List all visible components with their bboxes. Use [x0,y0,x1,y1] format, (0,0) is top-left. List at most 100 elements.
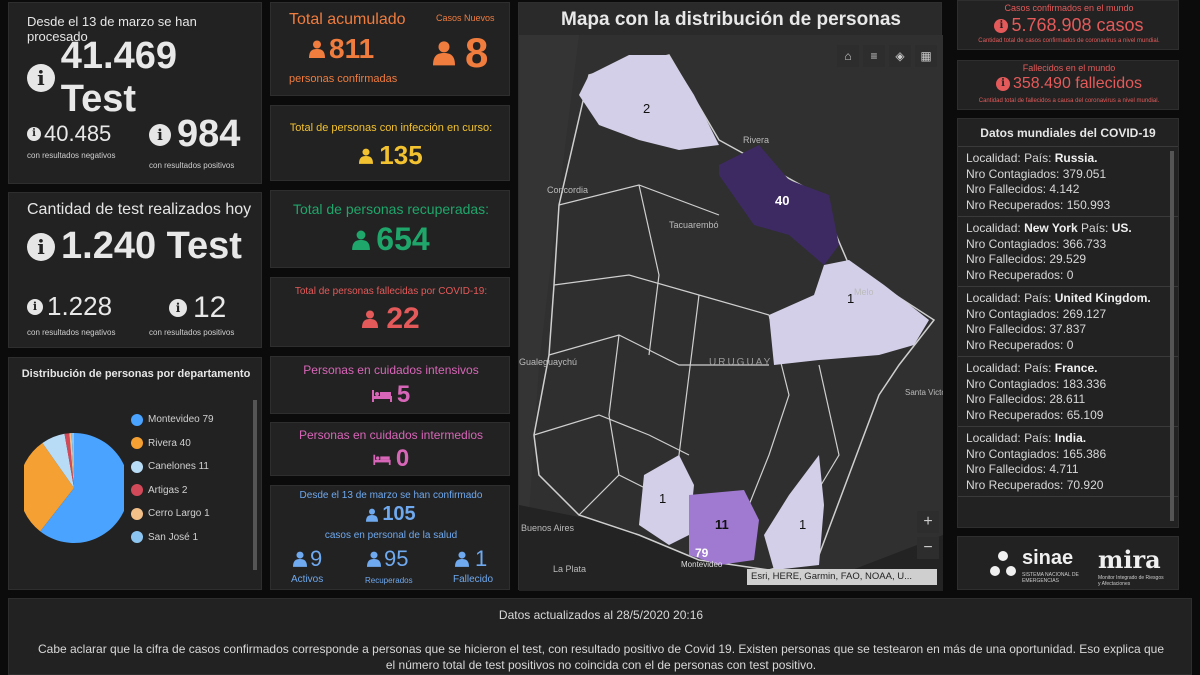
person-icon [352,230,371,250]
region-artigas [579,55,719,150]
person-icon [309,40,325,58]
map-title: Mapa con la distribución de personas [561,9,901,30]
region-cerro-largo [769,260,929,365]
footer-note: Cabe aclarar que la cifra de casos confi… [37,642,1164,672]
person-icon [293,551,307,567]
world-cases-note: Cantidad total de casos confirmados de c… [978,38,1160,44]
distribution-pie-chart[interactable] [24,433,124,543]
icu-panel: Personas en cuidados intensivos 5 [270,356,510,414]
zoom-in-button[interactable]: + [917,511,939,533]
list-item[interactable]: Localidad: País: United Kingdom. Nro Con… [958,287,1178,357]
place-gualeguaychu: Gualeguaychú [519,357,577,367]
deceased-panel: Total de personas fallecidas por COVID-1… [270,277,510,347]
list-item[interactable]: Localidad: País: France. Nro Contagiados… [958,357,1178,427]
map-count-cerro-largo: 1 [847,291,854,306]
map-count-rivera: 40 [775,193,789,208]
world-list-scrollbar[interactable] [1170,151,1174,521]
health-staff-line2: casos en personal de la salud [324,530,458,541]
zoom-out-button[interactable]: − [917,537,939,559]
map-attribution[interactable]: Esri, HERE, Garmin, FAO, NOAA, U... [747,569,937,585]
place-la-plata: La Plata [553,564,586,574]
info-icon: i [996,77,1010,91]
list-item[interactable]: Localidad: País: India. Nro Contagiados:… [958,427,1178,497]
intermediate-value: 0 [395,445,410,472]
region-rivera [719,145,839,265]
region-colonia [639,455,694,545]
pie-slice-canelones [42,433,74,488]
list-item[interactable]: Localidad: New York País: US. Nro Contag… [958,217,1178,287]
legend-item[interactable]: Canelones 11 [131,455,243,479]
active-value: 135 [379,140,423,170]
qr-code-icon[interactable]: ▦ [915,45,937,67]
tests-positive-value: 984 [177,113,241,155]
legend-item[interactable]: Artigas 2 [131,479,243,503]
world-cases-panel: Casos confirmados en el mundo i 5.768.90… [957,0,1179,50]
icu-title: Personas en cuidados intensivos [303,363,479,377]
place-melo: Melo [854,287,874,297]
world-list: Localidad: País: Russia. Nro Contagiados… [958,147,1178,497]
list-item[interactable]: Localidad: País: Russia. Nro Contagiados… [958,147,1178,217]
tests-today-positive-value: 12 [193,291,227,324]
mira-logo-text: mira [1098,545,1161,574]
place-concordia: Concordia [547,185,588,195]
info-icon: i [27,298,43,315]
bed-icon [373,454,391,465]
health-staff-line1: Desde el 13 de marzo se han confirmado [299,490,483,501]
sinae-logo-subtitle: SISTEMA NACIONAL DE EMERGENCIAS [1022,572,1079,584]
info-icon: i [994,18,1009,33]
info-icon: i [27,232,55,261]
map-count-colonia: 1 [659,491,666,506]
person-icon [366,508,379,522]
uruguay-map[interactable]: 2 40 1 1 11 1 79 URUGUAY Rivera Concordi… [519,35,943,591]
tests-today-total: 1.240 Test [61,225,242,267]
health-staff-active-value: 9 [310,546,323,571]
tests-today-label: Cantidad de test realizados hoy [27,201,252,218]
tests-today-negative-label: con resultados negativos [27,328,116,337]
world-deaths-value: 358.490 fallecidos [1013,75,1142,92]
deceased-title: Total de personas fallecidas por COVID-1… [294,286,488,297]
pie-slice-cerro-largo [69,433,74,488]
tests-positive-label: con resultados positivos [149,161,235,170]
recovered-title: Total de personas recuperadas: [292,201,490,217]
place-buenos-aires: Buenos Aires [521,523,575,533]
new-cases-value: 8 [465,29,489,76]
legend-item[interactable]: Montevideo 79 [131,408,243,432]
map-country-label: URUGUAY [709,357,772,368]
legend-item[interactable]: San José 1 [131,526,243,550]
health-staff-recovered-value: 95 [384,546,409,571]
intermediate-panel: Personas en cuidados intermedios 0 [270,422,510,476]
footer-panel: Datos actualizados al 28/5/2020 20:16 Ca… [8,598,1192,675]
world-data-panel: Datos mundiales del COVID-19 Localidad: … [957,118,1179,528]
home-icon[interactable]: ⌂ [837,45,859,67]
pie-slice-montevideo [40,433,124,543]
new-cases-label: Casos Nuevos [436,13,495,23]
health-staff-value: 105 [382,503,416,525]
sinae-logo-icon [990,551,1016,576]
accumulated-panel: Total acumulado 811 personas confirmadas… [270,2,510,96]
info-icon: i [27,64,55,92]
icu-value: 5 [396,381,411,408]
legend-scrollbar[interactable] [253,400,257,570]
place-santa-victoria: Santa Victoria do Palmar [905,388,943,397]
person-icon [362,310,379,328]
recovered-value: 654 [376,221,430,257]
logos-panel: sinae SISTEMA NACIONAL DE EMERGENCIAS mi… [957,536,1179,590]
world-deaths-label: Fallecidos en el mundo [1022,63,1116,73]
accumulated-value: 811 [329,33,375,64]
place-montevideo: Montevideo [681,560,723,569]
legend-item[interactable]: Rivera 40 [131,432,243,456]
world-deaths-panel: Fallecidos en el mundo i 358.490 falleci… [957,60,1179,110]
map-panel: Mapa con la distribución de personas 2 4… [518,2,943,591]
place-rivera: Rivera [743,135,769,145]
tests-today-positive-label: con resultados positivos [149,328,235,337]
world-cases-label: Casos confirmados en el mundo [1004,3,1134,13]
info-icon: i [169,299,187,317]
mira-logo-subtitle: Monitor Integrado de Riesgos y Afectacio… [1098,575,1164,587]
layers-icon[interactable]: ◈ [889,45,911,67]
info-icon: i [27,127,41,141]
distribution-title: Distribución de personas por departament… [21,368,251,380]
legend-item[interactable]: Cerro Largo 1 [131,502,243,526]
recovered-panel: Total de personas recuperadas: 654 [270,190,510,268]
world-deaths-note: Cantidad total de fallecidos a causa del… [978,98,1160,104]
list-icon[interactable]: ≡ [863,45,885,67]
